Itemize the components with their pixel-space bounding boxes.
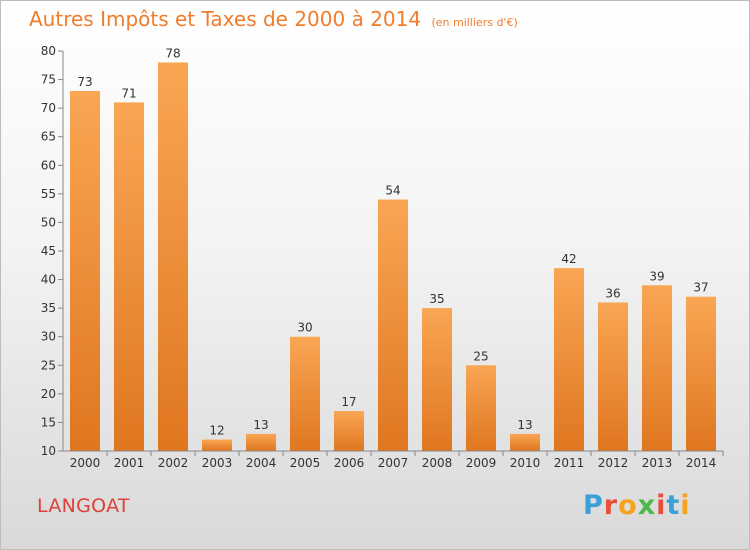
x-tick-label-2004: 2004: [246, 456, 277, 470]
y-tick-label: 10: [41, 444, 56, 458]
y-tick-label: 80: [41, 44, 56, 58]
data-label-2000: 73: [77, 75, 92, 89]
x-tick-label-2002: 2002: [158, 456, 189, 470]
bar-2011: [554, 268, 584, 451]
chart-title-text: Autres Impôts et Taxes de 2000 à 2014: [29, 7, 422, 31]
data-label-2002: 78: [165, 46, 180, 60]
x-tick-label-2012: 2012: [598, 456, 629, 470]
bar-2012: [598, 302, 628, 451]
logo-letter: P: [583, 490, 604, 521]
bar-2004: [246, 433, 276, 451]
x-tick-label-2008: 2008: [422, 456, 453, 470]
bar-2013: [642, 285, 672, 451]
logo-letter: t: [666, 490, 681, 521]
x-tick-label-2011: 2011: [554, 456, 585, 470]
bar-2014: [686, 296, 716, 451]
bar-2005: [290, 336, 320, 451]
bar-2000: [70, 91, 100, 451]
y-tick-label: 15: [41, 415, 56, 429]
y-tick-label: 60: [41, 158, 56, 172]
data-label-2001: 71: [121, 86, 136, 100]
data-label-2013: 39: [649, 269, 664, 283]
y-tick-label: 25: [41, 358, 56, 372]
y-axis: 10 15 20 25 30 35 40 45 50 55 60 65 70 75 80: [41, 44, 64, 458]
logo-letter: r: [603, 490, 619, 521]
data-label-2004: 13: [253, 418, 268, 432]
y-tick-label: 55: [41, 187, 56, 201]
x-tick-label-2003: 2003: [202, 456, 233, 470]
x-tick-label-2009: 2009: [466, 456, 497, 470]
x-tick-label-2000: 2000: [70, 456, 101, 470]
bar-2006: [334, 411, 364, 451]
bar-2003: [202, 439, 232, 451]
bars: 73 71 78 12 13 30 17 54 35 25 13 42 36 39 37: [70, 46, 716, 452]
logo-letter: x: [637, 490, 657, 521]
place-name: LANGOAT: [37, 495, 130, 517]
logo-letter: i: [680, 490, 691, 521]
x-tick-label-2010: 2010: [510, 456, 541, 470]
data-label-2007: 54: [385, 184, 400, 198]
data-label-2008: 35: [429, 292, 444, 306]
y-tick-label: 40: [41, 273, 56, 287]
y-tick-label: 30: [41, 330, 56, 344]
x-tick-label-2005: 2005: [290, 456, 321, 470]
data-label-2003: 12: [209, 424, 224, 438]
logo-letter: o: [618, 490, 638, 521]
x-axis: 2000 2001 2002 2003 2004 2005 2006 2007 2008 2009…: [63, 450, 724, 470]
data-label-2006: 17: [341, 395, 356, 409]
x-tick-label-2006: 2006: [334, 456, 365, 470]
data-label-2014: 37: [693, 281, 708, 295]
bar-2009: [466, 365, 496, 451]
y-tick-label: 35: [41, 301, 56, 315]
y-tick-label: 45: [41, 244, 56, 258]
data-label-2010: 13: [517, 418, 532, 432]
y-tick-label: 70: [41, 101, 56, 115]
logo-letter: i: [656, 490, 667, 521]
x-tick-label-2007: 2007: [378, 456, 409, 470]
chart-title: Autres Impôts et Taxes de 2000 à 2014 (e…: [29, 7, 518, 31]
y-tick-label: 65: [41, 130, 56, 144]
data-label-2005: 30: [297, 321, 312, 335]
bar-2007: [378, 199, 408, 451]
data-label-2009: 25: [473, 349, 488, 363]
bar-2008: [422, 308, 452, 451]
x-tick-label-2014: 2014: [686, 456, 717, 470]
data-label-2011: 42: [561, 252, 576, 266]
x-tick-label-2013: 2013: [642, 456, 673, 470]
bar-2001: [114, 102, 144, 451]
data-label-2012: 36: [605, 286, 620, 300]
proxiti-logo: Proxiti: [583, 490, 691, 521]
x-tick-label-2001: 2001: [114, 456, 145, 470]
y-tick-label: 20: [41, 387, 56, 401]
bar-2002: [158, 62, 188, 452]
chart-unit-label: (en milliers d'€): [431, 16, 518, 29]
bar-2010: [510, 433, 540, 451]
y-tick-label: 75: [41, 73, 56, 87]
y-tick-label: 50: [41, 215, 56, 229]
